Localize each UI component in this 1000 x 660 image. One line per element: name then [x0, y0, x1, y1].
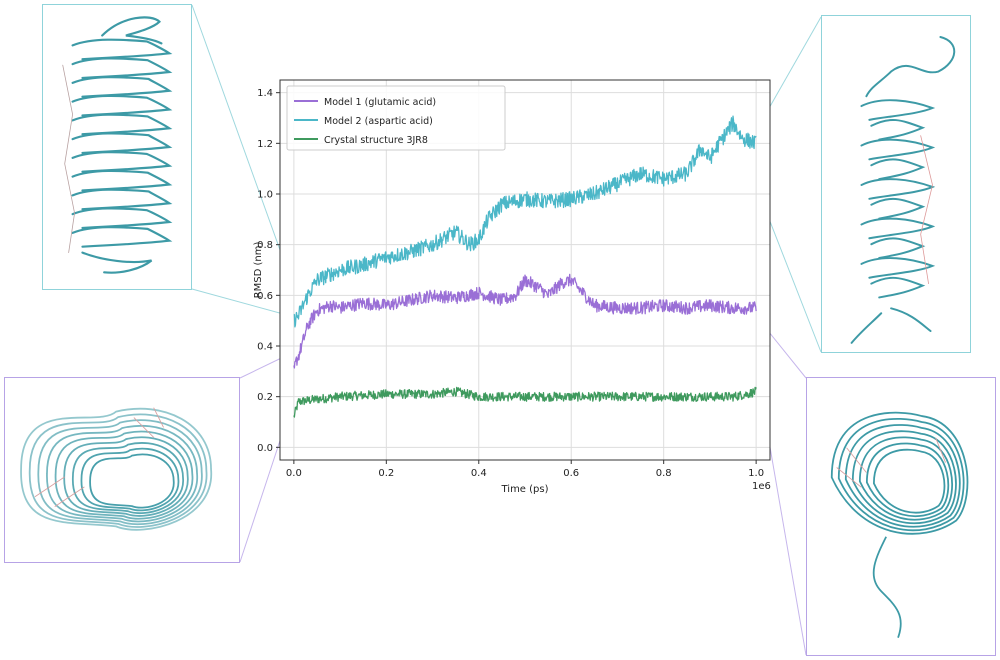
- legend-label-model-2: Model 2 (aspartic acid): [324, 116, 433, 127]
- protein-ribbon-top-view-icon: [20, 407, 212, 531]
- legend-box: [286, 85, 506, 151]
- legend-label-model-1: Model 1 (glutamic acid): [324, 97, 436, 108]
- tick-marks: 0.0 0.2 0.4 0.6 0.8 1.0 0.0 0.2 0.4 0.6 0.8 1.0 1.2 1…: [257, 88, 764, 479]
- y-tick-label: 0.4: [257, 342, 273, 353]
- y-tick-label: 0.2: [257, 392, 273, 403]
- protein-ribbon-side-view-icon: [62, 16, 173, 274]
- x-axis-label: Time (ps): [500, 484, 548, 495]
- x-tick-label: 0.6: [563, 468, 579, 479]
- y-tick-label: 1.0: [257, 190, 273, 201]
- y-tick-label: 0.6: [257, 291, 273, 302]
- y-tick-label: 1.4: [257, 88, 273, 99]
- x-tick-label: 0.4: [471, 468, 487, 479]
- x-tick-label: 1.0: [748, 468, 764, 479]
- protein-ribbon-top-view-icon: [830, 411, 969, 639]
- plot-frame: [279, 79, 771, 461]
- legend: Model 1 (glutamic acid) Model 2 (asparti…: [286, 85, 506, 151]
- inset-structure-model-2-side-final: [821, 15, 971, 353]
- series-line-model-2: [293, 115, 757, 328]
- series-line-crystal: [293, 386, 757, 418]
- inset-structure-model-1-top-final: [806, 377, 996, 656]
- inset-structure-model-2-side: [42, 4, 192, 290]
- y-axis-label: RMSD (nm): [253, 242, 264, 299]
- x-tick-label: 0.2: [378, 468, 394, 479]
- protein-ribbon-side-view-icon: [850, 35, 956, 344]
- x-scale-label: 1e6: [752, 481, 771, 492]
- legend-label-crystal: Crystal structure 3JR8: [324, 135, 428, 146]
- y-tick-label: 0.0: [257, 443, 273, 454]
- x-tick-label: 0.0: [286, 468, 302, 479]
- inset-structure-model-1-top: [4, 377, 240, 563]
- y-tick-label: 0.8: [257, 240, 273, 251]
- series-layer: [293, 115, 757, 418]
- y-tick-label: 1.2: [257, 139, 273, 150]
- x-tick-label: 0.8: [656, 468, 672, 479]
- series-line-model-1: [293, 273, 757, 369]
